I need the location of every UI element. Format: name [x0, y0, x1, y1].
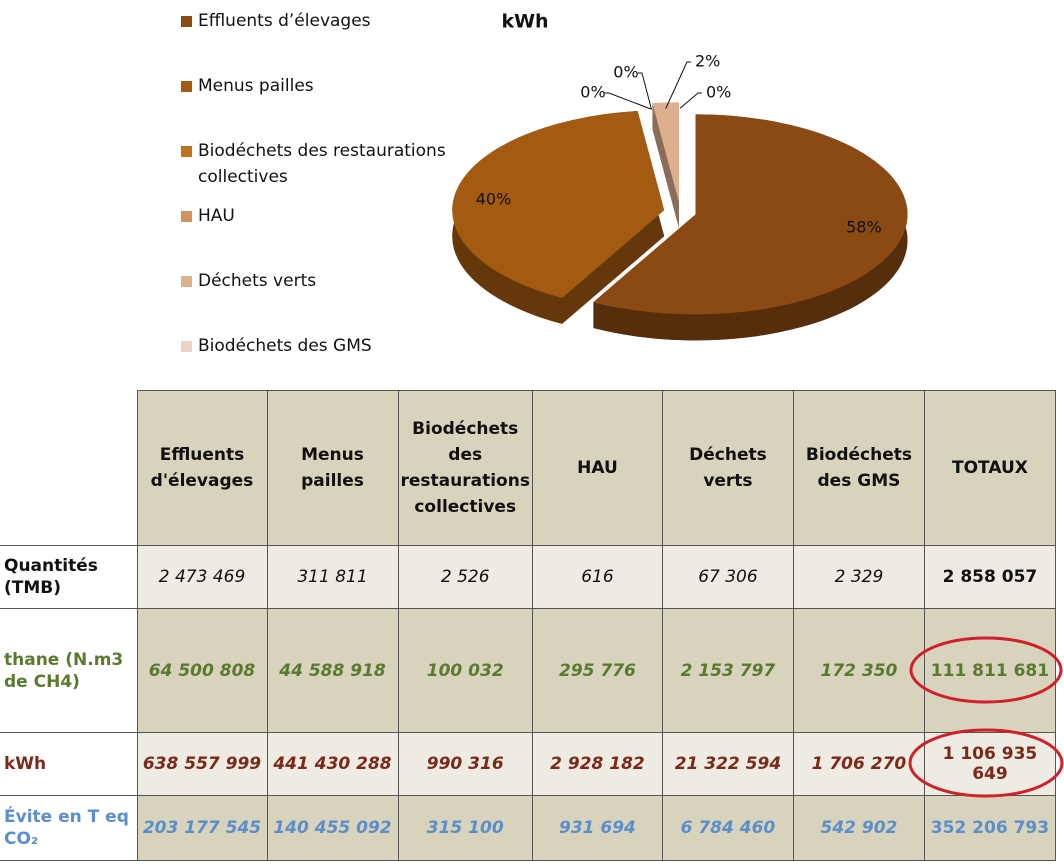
table-cell: 111 811 681: [923, 608, 1056, 733]
legend-item: Biodéchets des restaurations collectives: [181, 138, 471, 190]
table-row: Évite en T eq CO₂ 203 177 545 140 455 092 3…: [0, 795, 1056, 861]
table-cell: 1 106 935 649: [923, 732, 1056, 796]
table-cell: 2 526: [397, 545, 533, 609]
row-label: Quantités (TMB): [0, 545, 137, 609]
legend-swatch: [181, 81, 192, 92]
legend-label: Effluents d’élevages: [198, 11, 371, 31]
table-cell: 2 329: [792, 545, 925, 609]
legend-item: Déchets verts: [181, 268, 471, 294]
legend-item: Effluents d’élevages: [181, 8, 471, 34]
column-header: Biodéchets des GMS: [792, 390, 925, 546]
data-label: 58%: [846, 218, 882, 237]
table-cell: 2 473 469: [136, 545, 268, 609]
legend-label: HAU: [198, 206, 235, 226]
table-cell: 542 902: [792, 795, 925, 861]
legend-item: HAU: [181, 203, 471, 229]
chart-title: kWh: [501, 11, 548, 33]
leader-line: [679, 92, 702, 109]
table-cell: 315 100: [397, 795, 533, 861]
legend-swatch: [181, 16, 192, 27]
table-cell: 64 500 808: [136, 608, 268, 733]
data-label: 2%: [695, 52, 720, 71]
table-cell: 203 177 545: [136, 795, 268, 861]
table-cell: 352 206 793: [923, 795, 1056, 861]
legend-label: Menus pailles: [198, 76, 314, 96]
column-header: Effluents d'élevages: [136, 390, 268, 546]
legend-swatch: [181, 341, 192, 352]
table-row: thane (N.m3 de CH4) 64 500 808 44 588 918 1…: [0, 608, 1056, 733]
pie-chart: kWh 58% 40% 0% 0% 2% 0%: [452, 11, 908, 341]
column-header: TOTAUX: [923, 390, 1056, 546]
legend-swatch: [181, 276, 192, 287]
table-cell: 990 316: [397, 732, 533, 796]
table-row: Quantités (TMB) 2 473 469 311 811 2 526 616 6…: [0, 545, 1056, 609]
legend-swatch: [181, 146, 192, 157]
row-label: kWh: [0, 732, 137, 796]
table-cell: 140 455 092: [266, 795, 399, 861]
legend-swatch: [181, 211, 192, 222]
column-header: Biodéchets des restaurations collectives: [397, 390, 533, 546]
legend-label: Déchets verts: [198, 271, 317, 291]
table-row: kWh 638 557 999 441 430 288 990 316 2 928 18…: [0, 732, 1056, 796]
data-label: 0%: [613, 63, 638, 82]
legend-item: Biodéchets des GMS: [181, 333, 471, 359]
header-row: Effluents d'élevages Menus pailles Biodéch…: [0, 390, 1056, 546]
column-header: Déchets verts: [661, 390, 794, 546]
legend-label: Biodéchets des restaurations collectives: [198, 141, 446, 187]
data-label: 40%: [476, 189, 512, 208]
data-label: 0%: [580, 83, 605, 102]
slice-side: [593, 114, 908, 341]
column-header: Menus pailles: [266, 390, 399, 546]
corner-cell: [0, 390, 137, 546]
table-cell: 44 588 918: [266, 608, 399, 733]
leader-line: [665, 61, 691, 109]
table-cell: 2 153 797: [661, 608, 794, 733]
table-cell: 441 430 288: [266, 732, 399, 796]
table-cell: 100 032: [397, 608, 533, 733]
table-cell: 2 928 182: [531, 732, 663, 796]
table-cell: 67 306: [661, 545, 794, 609]
table-cell: 6 784 460: [661, 795, 794, 861]
slice: [652, 102, 679, 203]
table-cell: 638 557 999: [136, 732, 268, 796]
table-cell: 616: [531, 545, 663, 609]
data-label: 0%: [706, 83, 731, 102]
leader-line: [638, 72, 652, 110]
slice: [452, 110, 665, 298]
legend-item: Menus pailles: [181, 73, 471, 99]
table-cell: 172 350: [792, 608, 925, 733]
column-header: HAU: [531, 390, 663, 546]
row-label: thane (N.m3 de CH4): [0, 608, 137, 733]
slice: [593, 114, 908, 315]
table-cell: 1 706 270: [792, 732, 925, 796]
leader-line: [605, 92, 652, 110]
data-table: Effluents d'élevages Menus pailles Biodéch…: [0, 390, 1056, 861]
table-cell: 931 694: [531, 795, 663, 861]
table-cell: 2 858 057: [923, 545, 1056, 609]
table-cell: 295 776: [531, 608, 663, 733]
row-label: Évite en T eq CO₂: [0, 795, 137, 861]
table-cell: 311 811: [266, 545, 399, 609]
legend-label: Biodéchets des GMS: [198, 336, 372, 356]
table-cell: 21 322 594: [661, 732, 794, 796]
